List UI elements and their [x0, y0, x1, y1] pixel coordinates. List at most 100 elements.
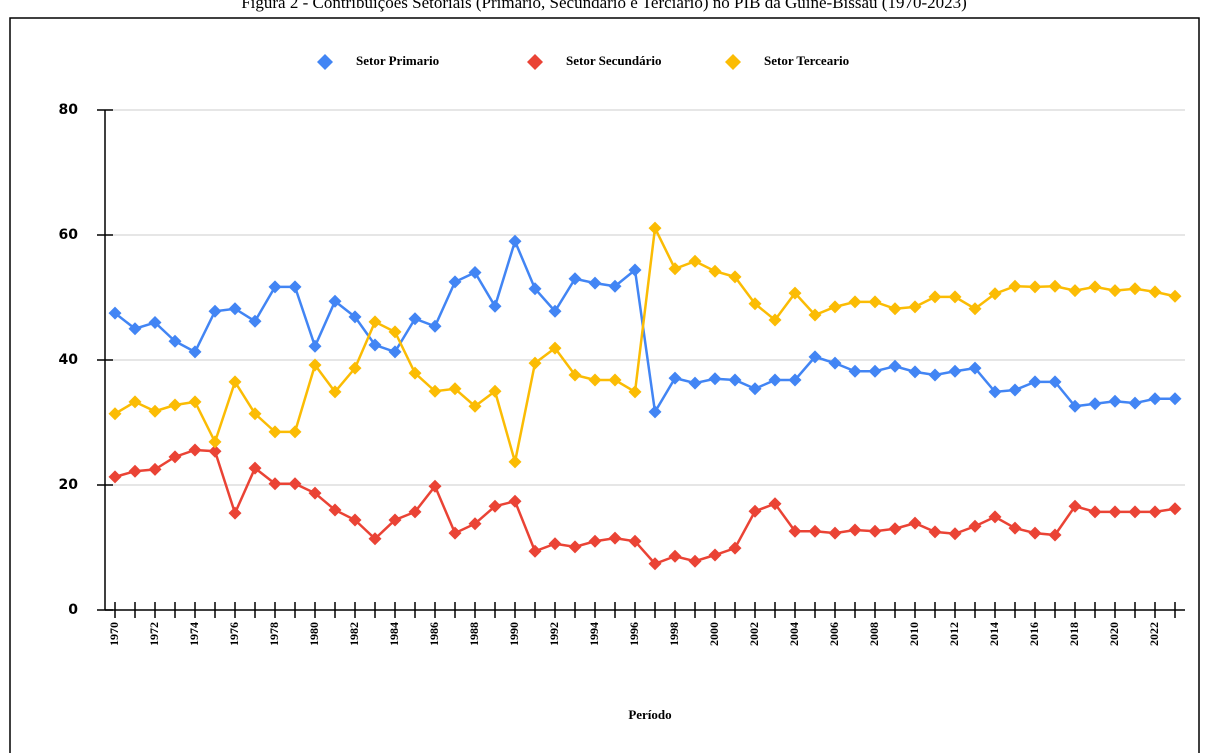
marker	[1008, 383, 1022, 397]
marker	[948, 364, 962, 378]
marker	[108, 306, 122, 320]
marker	[448, 526, 462, 540]
marker	[408, 366, 422, 380]
marker	[488, 499, 502, 513]
marker	[928, 368, 942, 382]
marker	[828, 356, 842, 370]
marker	[648, 405, 662, 419]
marker	[888, 302, 902, 316]
marker	[648, 221, 662, 235]
marker	[128, 322, 142, 336]
marker	[248, 314, 262, 328]
marker	[788, 373, 802, 387]
x-tick-label: 1992	[547, 622, 561, 646]
marker	[388, 513, 402, 527]
marker	[828, 300, 842, 314]
marker	[988, 385, 1002, 399]
marker	[688, 376, 702, 390]
marker	[728, 541, 742, 555]
y-tick-label: 40	[59, 352, 79, 368]
marker	[628, 263, 642, 277]
x-tick-label: 1974	[187, 622, 201, 646]
x-tick-label: 1984	[387, 622, 401, 646]
marker	[928, 290, 942, 304]
marker	[608, 373, 622, 387]
marker	[708, 372, 722, 386]
marker	[348, 513, 362, 527]
marker	[448, 382, 462, 396]
marker	[728, 373, 742, 387]
marker	[588, 534, 602, 548]
marker	[388, 325, 402, 339]
marker	[1088, 280, 1102, 294]
marker	[288, 280, 302, 294]
marker	[808, 350, 822, 364]
marker	[548, 537, 562, 551]
x-tick-label: 2012	[947, 622, 961, 646]
marker	[388, 345, 402, 359]
x-tick-label: 2020	[1107, 622, 1121, 646]
marker	[508, 234, 522, 248]
marker	[808, 308, 822, 322]
marker	[768, 497, 782, 511]
marker	[1088, 505, 1102, 519]
marker	[1108, 284, 1122, 298]
x-tick-label: 1990	[507, 622, 521, 646]
marker	[588, 373, 602, 387]
x-tick-label: 1980	[307, 622, 321, 646]
marker	[668, 549, 682, 563]
marker	[848, 364, 862, 378]
x-tick-label: 2002	[747, 622, 761, 646]
marker	[1148, 505, 1162, 519]
marker	[148, 462, 162, 476]
marker	[468, 266, 482, 279]
marker	[468, 517, 482, 531]
marker	[1128, 505, 1142, 519]
marker	[348, 361, 362, 375]
x-tick-label: 1982	[347, 622, 361, 646]
marker	[868, 524, 882, 538]
marker	[1168, 289, 1182, 303]
marker	[908, 516, 922, 530]
marker	[908, 300, 922, 314]
marker	[848, 295, 862, 309]
marker	[588, 276, 602, 290]
marker	[108, 407, 122, 421]
marker	[608, 279, 622, 293]
marker	[548, 304, 562, 318]
marker	[988, 287, 1002, 301]
marker	[1068, 399, 1082, 413]
marker	[368, 338, 382, 352]
x-tick-label: 1998	[667, 622, 681, 646]
marker	[648, 557, 662, 571]
marker	[1068, 499, 1082, 513]
marker	[908, 365, 922, 379]
marker	[1148, 392, 1162, 406]
marker	[748, 382, 762, 396]
marker	[228, 302, 242, 316]
marker	[248, 407, 262, 421]
marker	[1028, 375, 1042, 389]
marker	[948, 527, 962, 541]
marker	[128, 395, 142, 409]
marker	[148, 316, 162, 329]
marker	[228, 506, 242, 520]
marker	[728, 270, 742, 284]
marker	[528, 356, 542, 370]
marker	[1128, 396, 1142, 410]
marker	[1168, 502, 1182, 516]
legend-marker	[527, 54, 543, 70]
marker	[428, 319, 442, 333]
marker	[848, 523, 862, 537]
marker	[1168, 392, 1182, 406]
marker	[508, 494, 522, 508]
y-tick-label: 60	[59, 227, 79, 243]
marker	[308, 339, 322, 353]
y-tick-label: 0	[68, 602, 78, 618]
marker	[208, 444, 222, 458]
x-tick-label: 1976	[227, 622, 241, 646]
marker	[268, 477, 282, 491]
x-tick-label: 1972	[147, 622, 161, 646]
y-tick-label: 20	[59, 477, 79, 493]
x-tick-label: 1988	[467, 622, 481, 646]
